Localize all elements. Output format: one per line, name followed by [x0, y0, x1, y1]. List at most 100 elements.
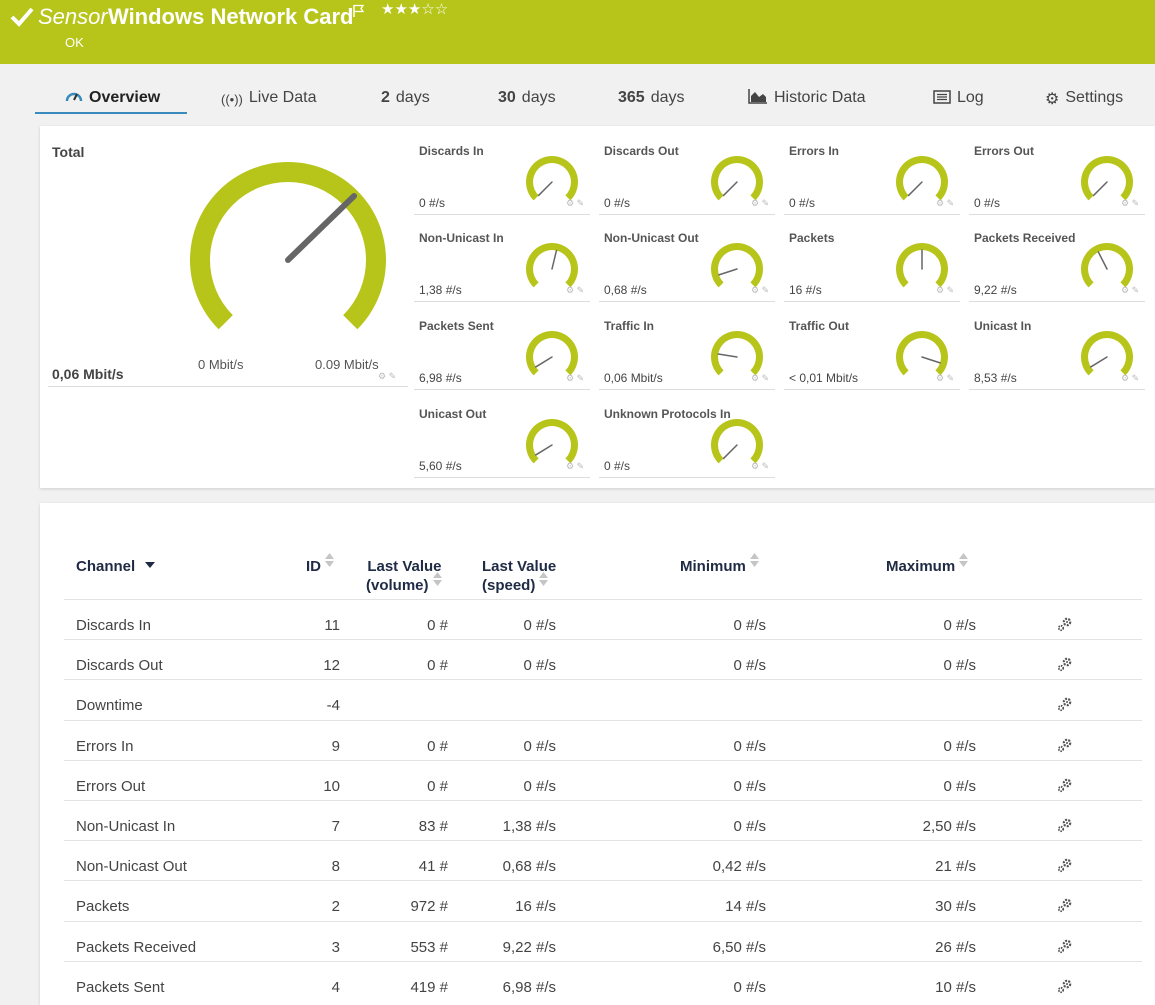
overview-gauge-icon: [65, 92, 83, 102]
gauge-tools-icon[interactable]: ⚙ ✎: [751, 285, 770, 295]
channel-settings-icon[interactable]: [1056, 938, 1074, 956]
mini-gauge: [526, 243, 578, 288]
table-row[interactable]: Packets Received 3 553 # 9,22 #/s 6,50 #/s 26…: [64, 920, 1142, 962]
gauge-value: < 0,01 Mbit/s: [789, 371, 859, 385]
channel-settings-icon[interactable]: [1056, 696, 1074, 714]
gauge-packets[interactable]: Packets 16 #/s ⚙ ✎: [784, 215, 960, 302]
minimum-value: 0 #/s: [733, 818, 766, 835]
minimum-value: 14 #/s: [725, 898, 766, 916]
table-row[interactable]: Packets 2 972 # 16 #/s 14 #/s 30 #/s: [64, 880, 1142, 921]
table-row[interactable]: Packets Sent 4 419 # 6,98 #/s 0 #/s 10 #/s: [64, 960, 1142, 1002]
gauge-discards-in[interactable]: Discards In 0 #/s ⚙ ✎: [414, 128, 590, 215]
header-last-value-volume[interactable]: Last Value (volume): [366, 558, 442, 594]
channel-id: 2: [331, 898, 340, 916]
channel-name[interactable]: Errors In: [76, 737, 134, 755]
channel-name[interactable]: Downtime: [76, 697, 143, 715]
gauge-traffic-out[interactable]: Traffic Out < 0,01 Mbit/s ⚙ ✎: [784, 303, 960, 390]
mini-gauge: [526, 331, 578, 376]
tab-overview[interactable]: Overview: [35, 86, 188, 114]
tab-historic-data[interactable]: Historic Data: [748, 86, 866, 110]
gauge-tools-icon[interactable]: ⚙ ✎: [751, 373, 770, 383]
gauge-packets-sent[interactable]: Packets Sent 6,98 #/s ⚙ ✎: [414, 303, 590, 390]
gauge-tools-icon[interactable]: ⚙ ✎: [936, 285, 955, 295]
mini-gauge: [526, 419, 578, 464]
total-gauge[interactable]: [180, 156, 400, 346]
gauge-errors-in[interactable]: Errors In 0 #/s ⚙ ✎: [784, 128, 960, 215]
channel-name[interactable]: Packets: [76, 898, 130, 916]
gauge-packets-received[interactable]: Packets Received 9,22 #/s ⚙ ✎: [969, 215, 1145, 302]
channel-id: 4: [331, 978, 340, 996]
channel-settings-icon[interactable]: [1056, 737, 1074, 755]
mini-gauge: [1081, 156, 1133, 201]
table-row[interactable]: Discards In 11 0 # 0 #/s 0 #/s 0 #/s: [64, 599, 1142, 640]
header-id[interactable]: ID: [306, 553, 334, 576]
maximum-value: 30 #/s: [935, 898, 976, 916]
log-icon: [933, 90, 951, 104]
header-last-value-speed[interactable]: Last Value (speed): [482, 558, 557, 594]
gauge-unicast-in[interactable]: Unicast In 8,53 #/s ⚙ ✎: [969, 303, 1145, 390]
tab-settings[interactable]: ⚙ Settings: [1045, 86, 1123, 110]
table-row[interactable]: Errors Out 10 0 # 0 #/s 0 #/s 0 #/s: [64, 759, 1142, 801]
gauge-tools-icon[interactable]: ⚙ ✎: [566, 285, 585, 295]
mini-gauge-needle: [907, 181, 923, 197]
channel-settings-icon[interactable]: [1056, 857, 1074, 875]
table-row[interactable]: Discards Out 12 0 # 0 #/s 0 #/s 0 #/s: [64, 639, 1142, 680]
gauge-label: Unicast Out: [419, 407, 487, 421]
channel-name[interactable]: Packets Received: [76, 938, 197, 956]
channel-settings-icon[interactable]: [1056, 978, 1074, 996]
gauge-non-unicast-in[interactable]: Non-Unicast In 1,38 #/s ⚙ ✎: [414, 215, 590, 302]
gauge-tools-icon[interactable]: ⚙ ✎: [566, 461, 585, 471]
mini-gauge: [1081, 243, 1133, 288]
maximum-value: 0 #/s: [943, 737, 976, 755]
channel-settings-icon[interactable]: [1056, 817, 1074, 835]
channel-settings-icon[interactable]: [1056, 616, 1074, 634]
channel-name[interactable]: Errors Out: [76, 777, 146, 795]
channel-settings-icon[interactable]: [1056, 777, 1074, 795]
table-row[interactable]: Errors In 9 0 # 0 #/s 0 #/s 0 #/s: [64, 719, 1142, 761]
channel-name[interactable]: Discards In: [76, 617, 152, 634]
gauge-tools-icon[interactable]: ⚙ ✎: [936, 373, 955, 383]
gauge-tools-icon[interactable]: ⚙ ✎: [1121, 285, 1140, 295]
tab-log[interactable]: Log: [933, 86, 984, 110]
channel-settings-icon[interactable]: [1056, 656, 1074, 674]
gauge-tools-icon[interactable]: ⚙ ✎: [378, 371, 397, 381]
gauge-discards-out[interactable]: Discards Out 0 #/s ⚙ ✎: [599, 128, 775, 215]
gauge-tools-icon[interactable]: ⚙ ✎: [751, 461, 770, 471]
gauge-tools-icon[interactable]: ⚙ ✎: [751, 198, 770, 208]
gauge-value: 0 #/s: [604, 196, 631, 210]
last-value-volume: 972 #: [410, 898, 448, 916]
header-minimum[interactable]: Minimum: [680, 553, 759, 576]
flag-icon[interactable]: [352, 4, 366, 18]
status-text: OK: [65, 35, 84, 50]
gauge-unicast-out[interactable]: Unicast Out 5,60 #/s ⚙ ✎: [414, 391, 590, 478]
tab-365-days[interactable]: 365 days: [618, 89, 685, 106]
channel-name[interactable]: Discards Out: [76, 657, 163, 675]
channel-name[interactable]: Non-Unicast In: [76, 818, 176, 835]
gauge-tools-icon[interactable]: ⚙ ✎: [566, 373, 585, 383]
mini-gauge-needle: [535, 444, 553, 456]
last-value-speed: 16 #/s: [515, 898, 556, 916]
gauge-tools-icon[interactable]: ⚙ ✎: [1121, 373, 1140, 383]
gauge-traffic-in[interactable]: Traffic In 0,06 Mbit/s ⚙ ✎: [599, 303, 775, 390]
table-row[interactable]: Non-Unicast Out 8 41 # 0,68 #/s 0,42 #/s 21 #…: [64, 840, 1142, 881]
channel-name[interactable]: Packets Sent: [76, 978, 165, 996]
tab-live-data[interactable]: ((•)) Live Data: [221, 86, 316, 110]
gauge-tools-icon[interactable]: ⚙ ✎: [936, 198, 955, 208]
gauge-tools-icon[interactable]: ⚙ ✎: [1121, 198, 1140, 208]
gauge-errors-out[interactable]: Errors Out 0 #/s ⚙ ✎: [969, 128, 1145, 215]
tab-30-days[interactable]: 30 days: [498, 89, 556, 106]
channel-name[interactable]: Non-Unicast Out: [76, 858, 187, 876]
gauge-unknown-protocols-in[interactable]: Unknown Protocols In 0 #/s ⚙ ✎: [599, 391, 775, 478]
gauge-non-unicast-out[interactable]: Non-Unicast Out 0,68 #/s ⚙ ✎: [599, 215, 775, 302]
table-row[interactable]: Downtime -4: [64, 679, 1142, 720]
priority-stars[interactable]: ★★★☆☆: [381, 1, 449, 18]
table-row[interactable]: Non-Unicast In 7 83 # 1,38 #/s 0 #/s 2,50 #/s: [64, 800, 1142, 841]
mini-gauge-arc: [1081, 331, 1133, 376]
gauge-tools-icon[interactable]: ⚙ ✎: [566, 198, 585, 208]
tab-2-days[interactable]: 2 days: [381, 89, 430, 106]
channel-settings-icon[interactable]: [1056, 897, 1074, 915]
header-channel[interactable]: Channel: [76, 557, 156, 576]
channel-table: Channel ID Last Value (volume) Last Valu…: [40, 503, 1155, 1005]
header-maximum[interactable]: Maximum: [886, 553, 969, 576]
sensor-title[interactable]: Windows Network Card: [108, 4, 354, 29]
